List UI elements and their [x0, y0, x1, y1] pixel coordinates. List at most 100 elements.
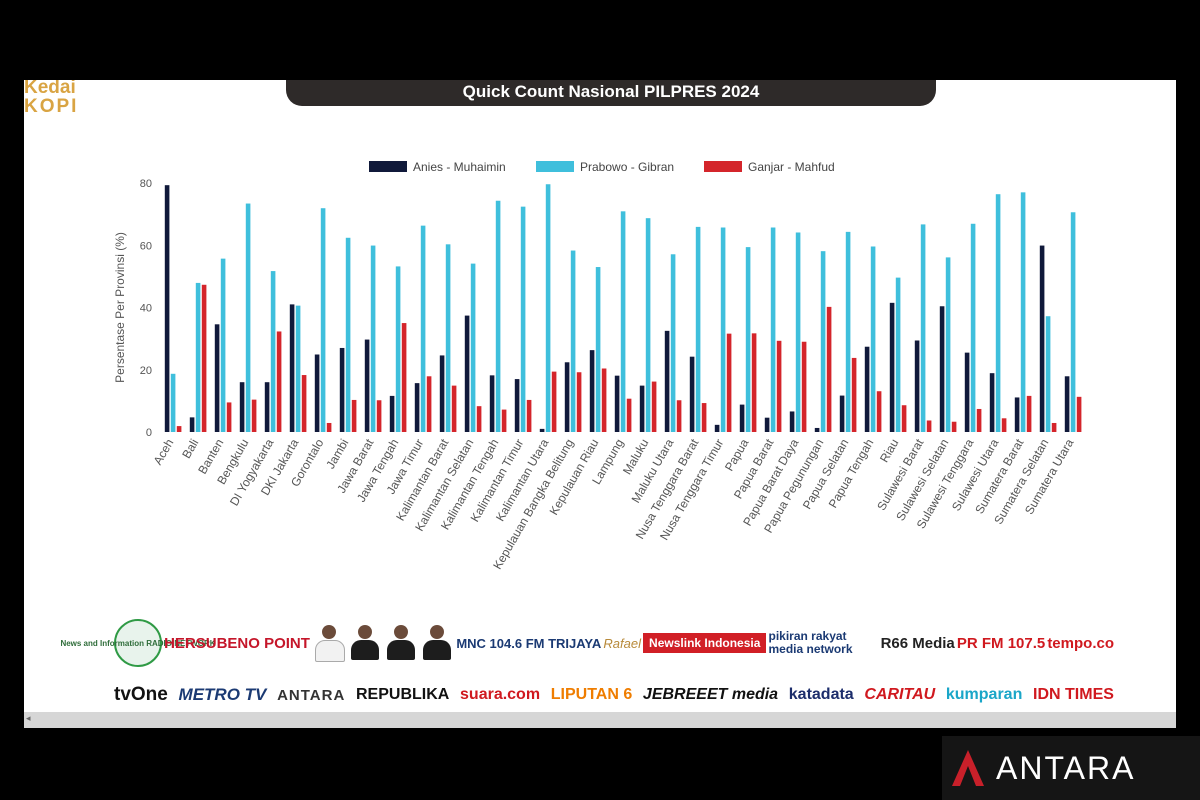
bar-prabowo — [696, 227, 701, 432]
bar-ganjar — [352, 400, 357, 432]
bar-prabowo — [446, 244, 451, 432]
bar-ganjar — [752, 333, 757, 432]
bar-prabowo — [821, 251, 826, 432]
bar-ganjar — [302, 375, 307, 432]
scroll-left-icon[interactable]: ◂ — [26, 713, 31, 724]
bar-anies — [715, 425, 720, 432]
bar-ganjar — [877, 391, 882, 432]
bar-ganjar — [1002, 418, 1007, 432]
sponsor-tvone: tvOne — [114, 684, 168, 706]
sponsor-photo-2 — [348, 623, 382, 663]
bar-prabowo — [321, 208, 326, 432]
sponsor-pr-fm: PR FM 107.5 — [957, 635, 1045, 652]
bar-ganjar — [277, 331, 282, 432]
watermark-text: ANTARA — [996, 750, 1135, 787]
bar-ganjar — [777, 341, 782, 432]
bar-anies — [1065, 376, 1070, 432]
sponsor-row-2: tvOne METRO TV ANTARA REPUBLIKA suara.co… — [114, 682, 1114, 708]
bar-anies — [990, 373, 995, 432]
bar-prabowo — [221, 259, 226, 432]
bar-ganjar — [227, 402, 232, 432]
bar-anies — [865, 347, 870, 432]
bar-anies — [940, 306, 945, 432]
bar-ganjar — [1052, 423, 1057, 432]
bar-ganjar — [952, 422, 957, 432]
sponsor-idn-times: IDN TIMES — [1033, 686, 1114, 704]
bar-prabowo — [796, 232, 801, 432]
bar-anies — [965, 353, 970, 432]
bar-prabowo — [871, 246, 876, 432]
bar-ganjar — [652, 382, 657, 432]
bar-ganjar — [177, 426, 182, 432]
bar-anies — [690, 357, 695, 432]
bar-ganjar — [327, 423, 332, 432]
y-tick-label: 60 — [140, 240, 152, 252]
legend-swatch — [369, 161, 407, 172]
bar-ganjar — [202, 285, 207, 432]
sponsor-suara: suara.com — [460, 686, 540, 704]
bar-ganjar — [902, 405, 907, 432]
y-tick-label: 20 — [140, 365, 152, 377]
bar-anies — [415, 383, 420, 432]
bar-prabowo — [921, 224, 926, 432]
sponsor-trijaya: MNC 104.6 FM TRIJAYA — [456, 636, 601, 651]
presentation-slide: Kedai KOPI Quick Count Nasional PILPRES … — [24, 80, 1176, 728]
antara-logo-icon — [950, 748, 986, 788]
bar-prabowo — [421, 226, 426, 432]
bar-anies — [290, 304, 295, 432]
bar-prabowo — [296, 306, 301, 432]
sponsor-photo-1 — [312, 623, 346, 663]
sponsor-pikiran-rakyat: pikiran rakyat media network — [769, 630, 879, 656]
bar-ganjar — [252, 400, 257, 432]
bar-anies — [665, 331, 670, 432]
bar-prabowo — [621, 211, 626, 432]
bar-prabowo — [346, 238, 351, 432]
bar-prabowo — [971, 224, 976, 432]
legend-label: Ganjar - Mahfud — [748, 160, 835, 174]
bar-anies — [315, 354, 320, 432]
bar-prabowo — [946, 257, 951, 432]
legend-label: Anies - Muhaimin — [413, 160, 506, 174]
sponsor-hersubeno-point: HERSUBENO POINT — [164, 635, 310, 652]
y-axis-label: Persentase Per Provinsi (%) — [113, 232, 127, 383]
bar-anies — [265, 382, 270, 432]
sponsor-photo-4 — [420, 623, 454, 663]
bar-prabowo — [721, 228, 726, 432]
bar-ganjar — [527, 400, 532, 432]
bar-prabowo — [196, 283, 201, 432]
bar-prabowo — [246, 204, 251, 432]
bar-anies — [765, 418, 770, 432]
legend-swatch — [536, 161, 574, 172]
bar-anies — [490, 375, 495, 432]
bar-ganjar — [802, 342, 807, 432]
bar-anies — [840, 396, 845, 432]
bar-anies — [565, 362, 570, 432]
bar-ganjar — [402, 323, 407, 432]
sponsor-republika: REPUBLIKA — [356, 686, 449, 704]
legend-swatch — [704, 161, 742, 172]
bar-ganjar — [552, 372, 557, 432]
bar-anies — [540, 429, 545, 432]
bar-ganjar — [502, 410, 507, 432]
bar-ganjar — [927, 420, 932, 432]
bar-anies — [890, 303, 895, 432]
bar-prabowo — [896, 278, 901, 432]
bar-ganjar — [1077, 397, 1082, 432]
bar-prabowo — [1046, 316, 1051, 432]
bar-ganjar — [577, 372, 582, 432]
bar-prabowo — [546, 184, 551, 432]
horizontal-scrollbar[interactable]: ◂ — [24, 712, 1176, 728]
bar-ganjar — [727, 334, 732, 432]
sponsor-radio-network: News and Information RADIO NETWORK — [114, 619, 162, 667]
bar-anies — [1015, 397, 1020, 432]
bar-prabowo — [171, 374, 176, 432]
sponsor-tempo: tempo.co — [1047, 635, 1114, 652]
bar-prabowo — [846, 232, 851, 432]
bar-ganjar — [977, 409, 982, 432]
y-tick-label: 0 — [146, 427, 152, 439]
bar-prabowo — [396, 266, 401, 432]
bar-ganjar — [627, 399, 632, 432]
sponsor-photo-3 — [384, 623, 418, 663]
bar-prabowo — [521, 207, 526, 432]
bar-prabowo — [371, 246, 376, 432]
